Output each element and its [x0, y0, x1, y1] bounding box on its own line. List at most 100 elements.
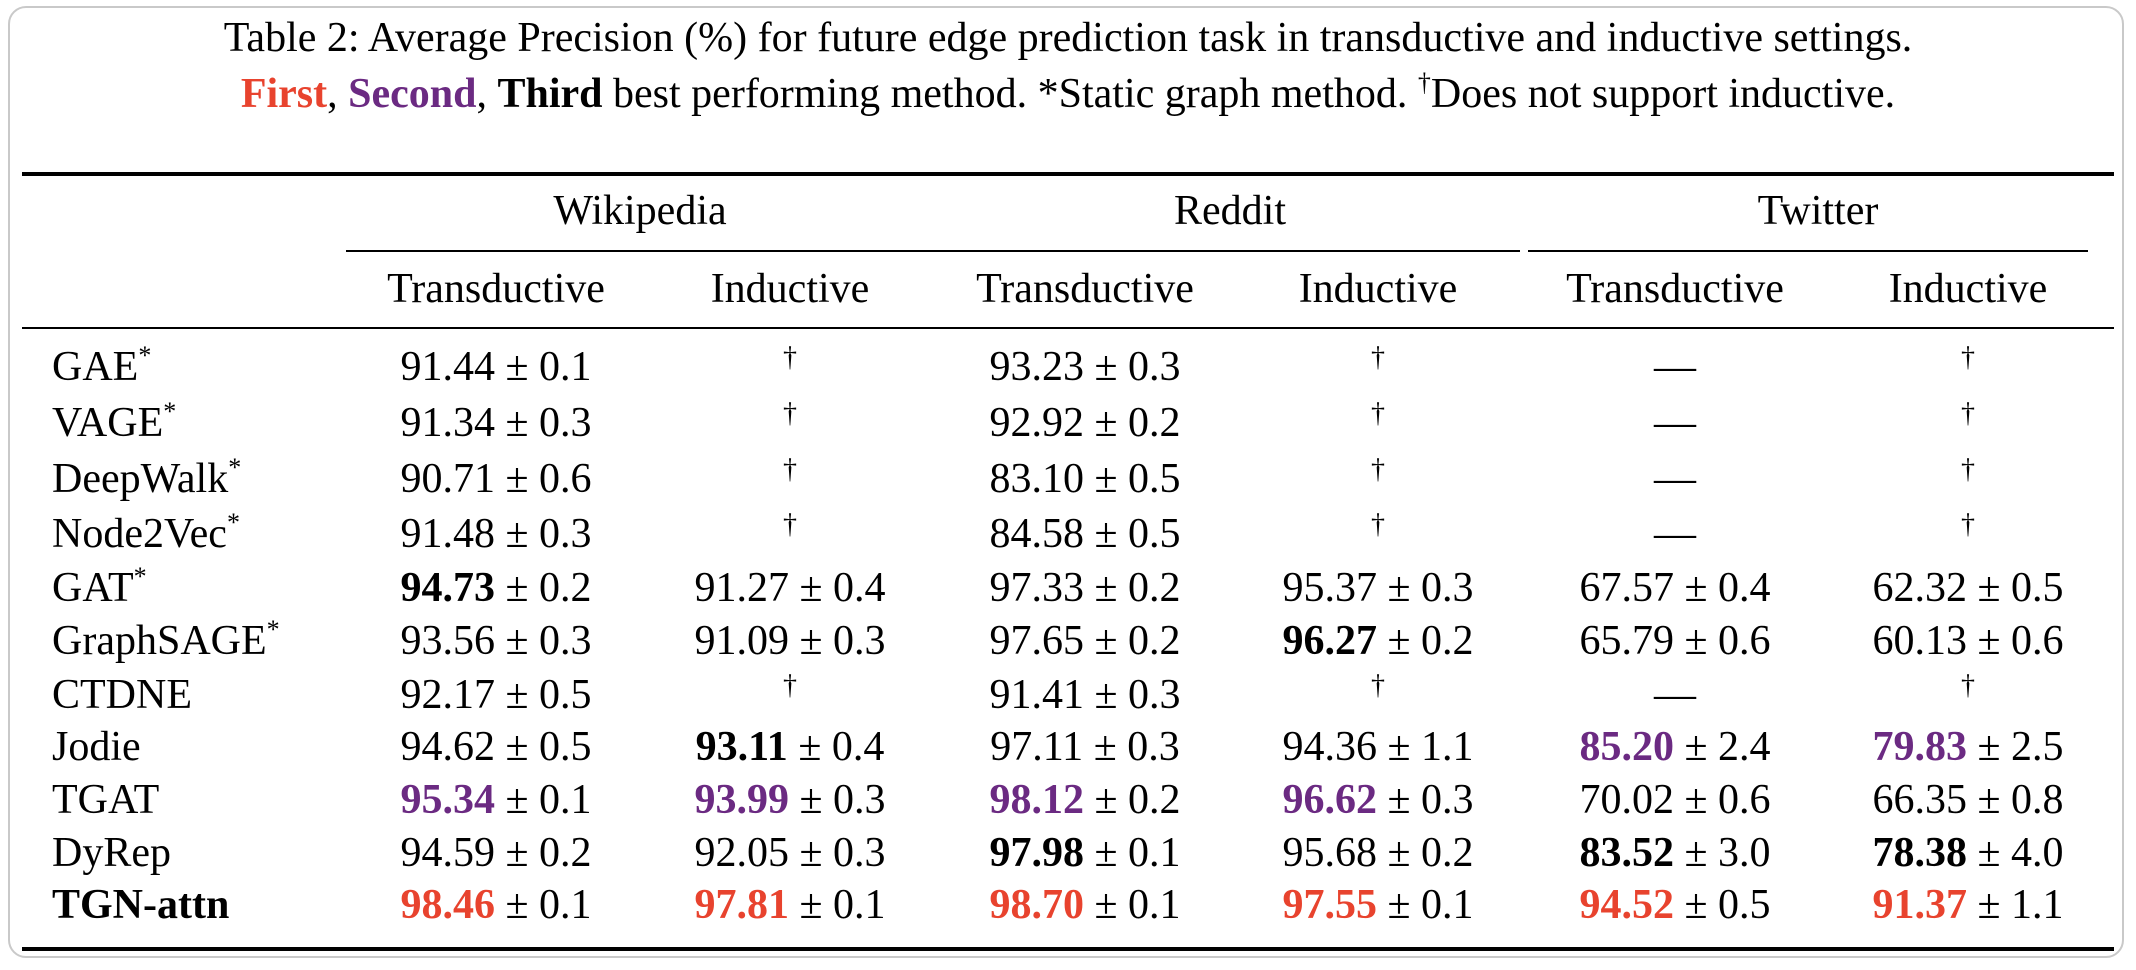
static-method-mark: * — [228, 453, 242, 482]
cell-mean: 97.81 — [694, 882, 789, 928]
table-cell: 93.11 ± 0.4 — [645, 722, 935, 772]
method-name: GAE — [52, 344, 139, 390]
table-cell: 94.62 ± 0.5 — [351, 722, 641, 772]
static-method-mark: * — [138, 341, 152, 370]
cell-mean: 70.02 — [1579, 777, 1674, 823]
cell-std: ± 0.4 — [787, 724, 885, 770]
method-name: TGAT — [52, 777, 160, 823]
method-name: TGN-attn — [52, 882, 230, 928]
caption-rest: best performing method. — [602, 71, 1038, 117]
cell-std: ± 4.0 — [1966, 830, 2064, 876]
table-cell: 97.55 ± 0.1 — [1233, 880, 1523, 930]
dagger-mark: † — [783, 670, 797, 701]
cell-std: ± 0.2 — [494, 830, 592, 876]
cell-mean: 96.27 — [1282, 618, 1377, 664]
row-label-tgn-attn: TGN-attn — [52, 880, 229, 930]
cell-std: ± 0.3 — [788, 830, 886, 876]
dataset-underline-reddit — [938, 250, 1520, 252]
table-cell: 93.56 ± 0.3 — [351, 616, 641, 666]
empty-dash: — — [1654, 400, 1696, 446]
dataset-header-wikipedia: Wikipedia — [553, 188, 727, 234]
table-cell: 83.10 ± 0.5 — [940, 454, 1230, 504]
cell-std: ± 0.1 — [494, 882, 592, 928]
table-cell: 98.70 ± 0.1 — [940, 880, 1230, 930]
cell-mean: 94.62 — [400, 724, 495, 770]
cell-std: ± 0.1 — [494, 777, 592, 823]
empty-dash: — — [1654, 344, 1696, 390]
cell-std: ± 0.6 — [1673, 618, 1771, 664]
table-cell: 93.23 ± 0.3 — [940, 342, 1230, 392]
cell-std: ± 0.2 — [1376, 618, 1474, 664]
row-label-dyrep: DyRep — [52, 828, 171, 878]
cell-mean: 97.65 — [989, 618, 1084, 664]
table-cell: 91.34 ± 0.3 — [351, 398, 641, 448]
cell-mean: 85.20 — [1579, 724, 1674, 770]
table-cell: — — [1530, 454, 1820, 504]
table-cell: † — [645, 670, 935, 720]
cell-std: ± 0.3 — [1083, 672, 1181, 718]
setting-header-inductive-3: Inductive — [1298, 266, 1458, 312]
table-cell: † — [1233, 454, 1523, 504]
cell-mean: 93.23 — [989, 344, 1084, 390]
cell-mean: 91.09 — [694, 618, 789, 664]
dataset-underline-twitter — [1528, 250, 2088, 252]
table-cell: 91.41 ± 0.3 — [940, 670, 1230, 720]
row-label-jodie: Jodie — [52, 722, 141, 772]
cell-mean: 94.73 — [400, 565, 495, 611]
cell-mean: 94.36 — [1282, 724, 1377, 770]
cell-std: ± 0.2 — [1083, 777, 1181, 823]
table-cell: 66.35 ± 0.8 — [1823, 775, 2113, 825]
table-cell: 97.81 ± 0.1 — [645, 880, 935, 930]
table-cell: † — [1823, 398, 2113, 448]
table-cell: † — [1233, 398, 1523, 448]
table-cell: 79.83 ± 2.5 — [1823, 722, 2113, 772]
dagger-mark: † — [783, 342, 797, 373]
cell-mean: 91.44 — [400, 344, 495, 390]
cell-mean: 91.41 — [989, 672, 1084, 718]
table-cell: 83.52 ± 3.0 — [1530, 828, 1820, 878]
cell-std: ± 0.4 — [1673, 565, 1771, 611]
method-name: DyRep — [52, 830, 171, 876]
row-label-tgat: TGAT — [52, 775, 159, 825]
dagger-mark: † — [1371, 454, 1385, 485]
empty-dash: — — [1654, 672, 1696, 718]
cell-mean: 98.12 — [989, 777, 1084, 823]
cell-mean: 95.37 — [1282, 565, 1377, 611]
caption-star: * — [1037, 71, 1059, 117]
cell-mean: 83.52 — [1579, 830, 1674, 876]
cell-mean: 78.38 — [1872, 830, 1967, 876]
table-cell: † — [1823, 454, 2113, 504]
caption-line-2: First, Second, Third best performing met… — [40, 66, 2096, 122]
row-label-gae: GAE* — [52, 342, 151, 392]
dagger-mark: † — [1961, 509, 1975, 540]
method-name: GraphSAGE — [52, 618, 267, 664]
table-cell: 94.52 ± 0.5 — [1530, 880, 1820, 930]
empty-dash: — — [1654, 456, 1696, 502]
table-cell: † — [1823, 342, 2113, 392]
table-cell: † — [645, 509, 935, 559]
table-cell: 67.57 ± 0.4 — [1530, 563, 1820, 613]
cell-std: ± 3.0 — [1673, 830, 1771, 876]
cell-mean: 97.55 — [1282, 882, 1377, 928]
table-cell: † — [645, 342, 935, 392]
cell-std: ± 0.2 — [1376, 830, 1474, 876]
cell-std: ± 1.1 — [1376, 724, 1474, 770]
table-cell: 97.65 ± 0.2 — [940, 616, 1230, 666]
cell-std: ± 0.4 — [788, 565, 886, 611]
cell-std: ± 0.5 — [1966, 565, 2064, 611]
cell-mean: 98.70 — [989, 882, 1084, 928]
cell-mean: 91.37 — [1872, 882, 1967, 928]
dagger-mark: † — [783, 454, 797, 485]
method-name: DeepWalk — [52, 456, 229, 502]
dataset-header-reddit: Reddit — [1174, 188, 1286, 234]
setting-header-transductive-4: Transductive — [1566, 266, 1784, 312]
setting-header-inductive-5: Inductive — [1888, 266, 2048, 312]
table-cell: — — [1530, 670, 1820, 720]
cell-std: ± 0.1 — [1083, 882, 1181, 928]
cell-std: ± 0.2 — [1083, 565, 1181, 611]
cell-std: ± 0.3 — [788, 618, 886, 664]
dagger-mark: † — [1371, 509, 1385, 540]
cell-std: ± 0.5 — [1083, 456, 1181, 502]
cell-std: ± 0.3 — [1376, 777, 1474, 823]
table-cell: 93.99 ± 0.3 — [645, 775, 935, 825]
